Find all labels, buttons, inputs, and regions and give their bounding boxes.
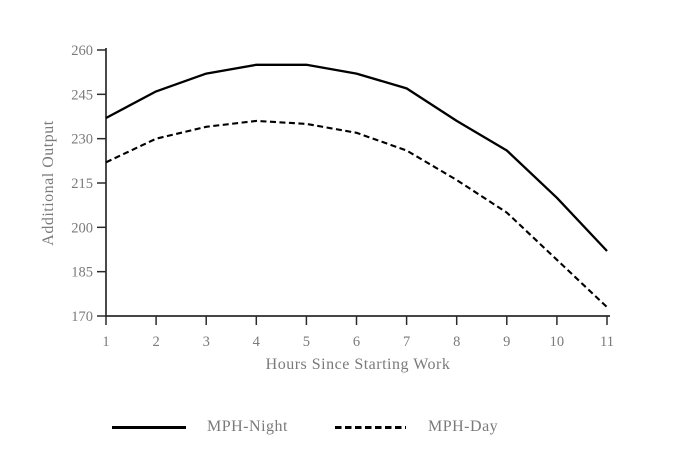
- x-tick-label: 6: [353, 334, 360, 350]
- x-tick-label: 9: [503, 334, 510, 350]
- y-axis-title: Additional Output: [40, 120, 57, 246]
- y-tick-label: 245: [71, 87, 93, 103]
- x-tick-label: 10: [550, 334, 565, 350]
- x-tick-label: 1: [102, 334, 109, 350]
- series-line-mph-night: [105, 63, 608, 252]
- legend-label-mph-night: MPH-Night: [207, 418, 288, 435]
- y-tick-label: 215: [71, 176, 93, 192]
- x-axis-title: Hours Since Starting Work: [265, 356, 451, 373]
- series-line-mph-day: [105, 119, 608, 308]
- y-tick-label: 200: [71, 220, 93, 236]
- x-tick-label: 2: [152, 334, 159, 350]
- legend-swatch-mph-night: [112, 426, 186, 429]
- y-tick-label: 185: [71, 265, 93, 281]
- legend-swatch-mph-day: [335, 426, 406, 429]
- x-tick-label: 11: [600, 334, 614, 350]
- x-tick-label: 8: [453, 334, 460, 350]
- y-tick-label: 230: [71, 132, 93, 148]
- y-tick-label: 260: [71, 43, 93, 59]
- x-tick-label: 3: [203, 334, 210, 350]
- x-tick-label: 4: [253, 334, 261, 350]
- x-tick-label: 5: [303, 334, 310, 350]
- x-tick-label: 7: [403, 334, 410, 350]
- y-tick-label: 170: [71, 309, 93, 325]
- legend-label-mph-day: MPH-Day: [428, 418, 499, 435]
